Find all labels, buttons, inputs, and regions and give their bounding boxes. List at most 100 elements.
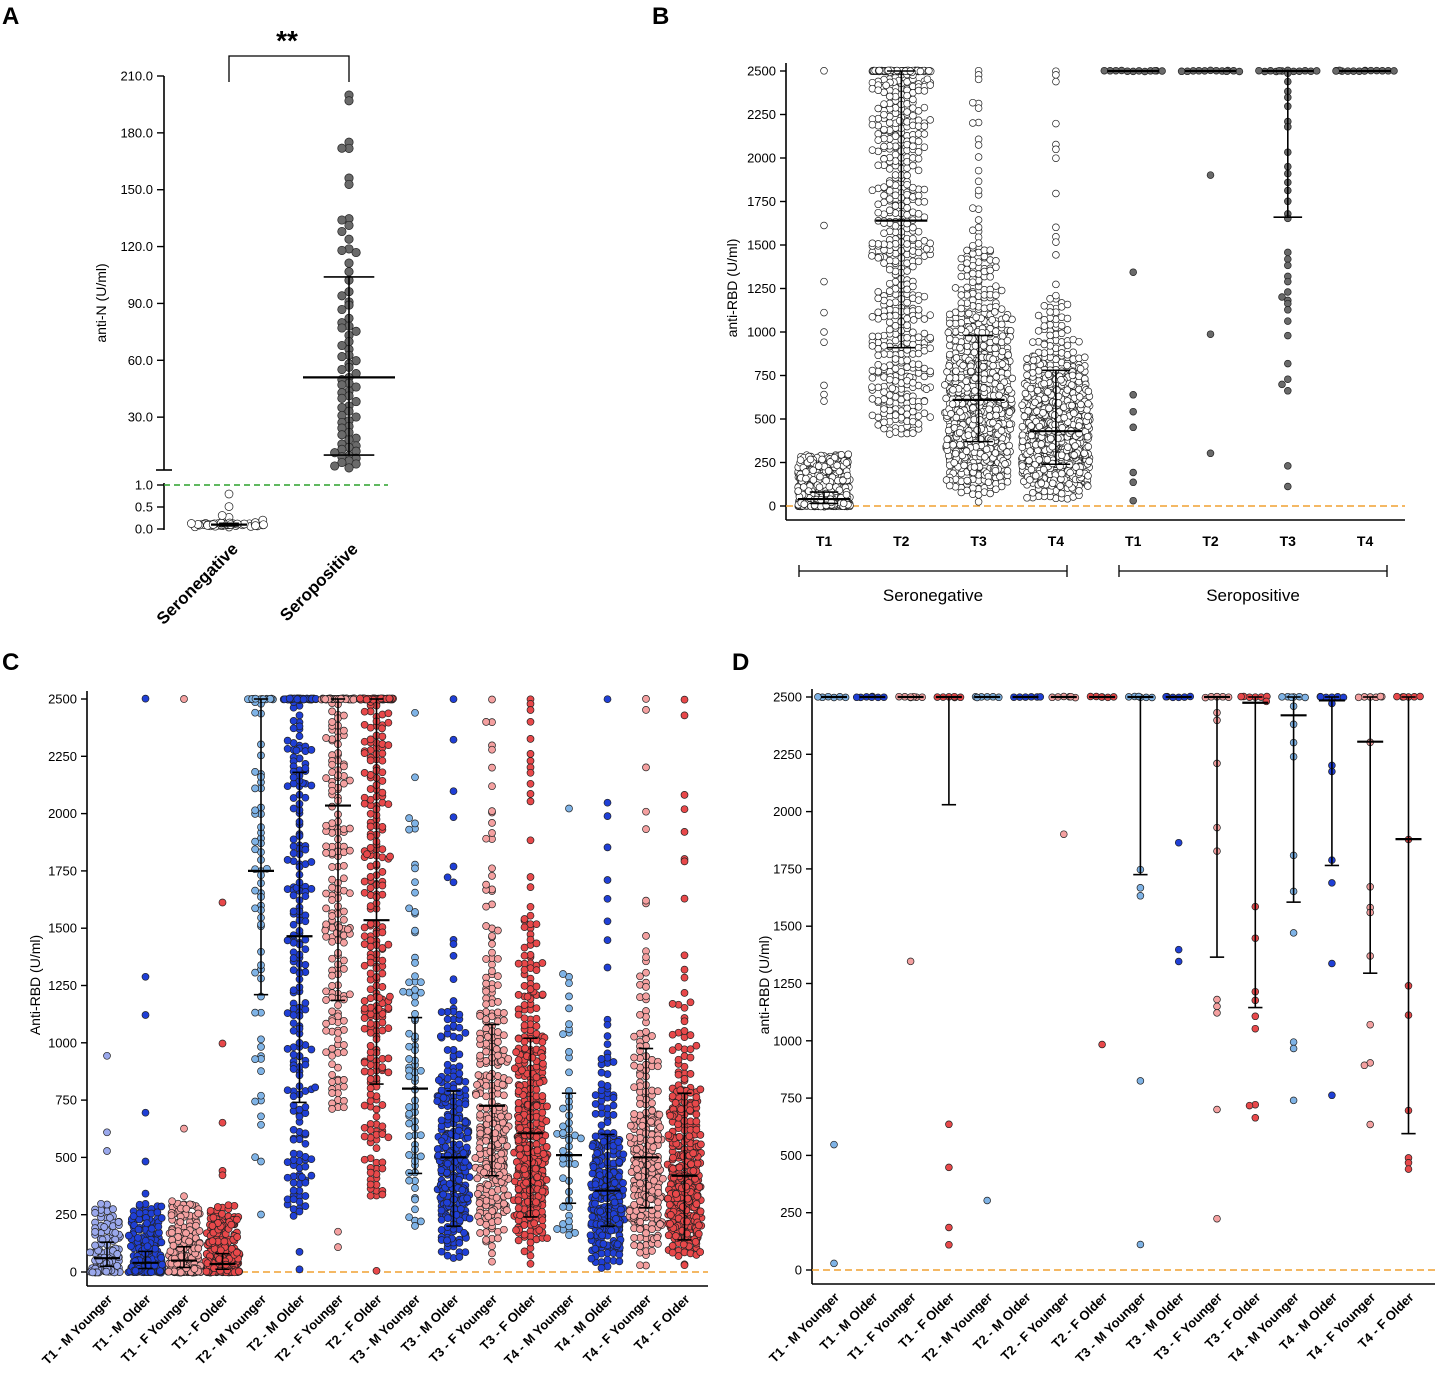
panel-c-series-0-point: [102, 1267, 111, 1276]
panel-b-series-4-point: [1129, 478, 1137, 487]
panel-b-series-3-point: [1027, 422, 1035, 430]
panel-b-series-2-point: [1001, 460, 1009, 468]
panel-c-series-5-point: [301, 1162, 310, 1171]
panel-b-series-3-point: [1063, 386, 1072, 394]
panel-c-series-4-point: [251, 904, 259, 913]
panel-b-series-4-point: [1129, 468, 1137, 477]
panel-b-series-2-point: [1003, 336, 1012, 345]
panel-c-series-1-point: [143, 1242, 152, 1251]
panel-b-series-4-point: [1129, 407, 1137, 416]
panel-c-series-6-point: [328, 718, 336, 726]
panel-c-series-7-point: [362, 695, 371, 704]
panel-c-y-tick-label: 2250: [48, 749, 77, 764]
panel-c-series-0-point: [100, 1223, 109, 1231]
panel-b-y-tick-label: 1250: [747, 281, 776, 296]
panel-c-series-7-point: [378, 868, 387, 876]
panel-c-series-7-point: [378, 768, 387, 777]
panel-b-series-0-point: [804, 487, 813, 495]
panel-b-series-1-point: [914, 210, 923, 218]
panel-c-series-4-point: [251, 845, 259, 854]
panel-c-series-5-point: [301, 1060, 310, 1069]
panel-c-series-5-point: [301, 1103, 310, 1111]
panel-c-series-5-point: [307, 746, 316, 754]
panel-c-series-7-point: [378, 845, 387, 854]
panel-b-series-2-point: [965, 309, 973, 318]
panel-b-series-1-point: [880, 155, 888, 163]
panel-c-series-8-point: [405, 1213, 413, 1222]
panel-c-series-5-point: [299, 695, 308, 704]
panel-b-series-2-point: [974, 216, 983, 224]
panel-a-upper-tick-label: 120.0: [120, 239, 153, 254]
panel-c-series-2-point: [169, 1241, 178, 1250]
panel-c-series-7-point: [378, 822, 387, 831]
panel-c-series-1-point: [124, 1231, 133, 1240]
panel-b-series-2-point: [945, 350, 954, 359]
panel-c-series-8-point: [405, 1176, 413, 1185]
panel-c-series-5-point: [289, 849, 298, 858]
panel-c-series-7-point: [360, 720, 369, 729]
panel-b-series-6-point: [1284, 255, 1292, 263]
panel-b-series-2-point: [997, 286, 1006, 295]
panel-c-series-5-point: [283, 1158, 292, 1166]
panel-c-series-6-point: [322, 889, 330, 898]
panel-c-series-1-point: [141, 972, 150, 981]
panel-a-upper-tick-label: 30.0: [128, 410, 153, 425]
panel-c-series-6-point: [328, 707, 336, 716]
panel-c-series-7-point: [378, 1190, 387, 1199]
panel-b-series-1-point: [880, 183, 888, 191]
panel-c-series-6-point: [328, 954, 336, 963]
panel-c-series-6-point: [328, 971, 336, 980]
panel-b-series-3-point: [1023, 363, 1031, 372]
panel-b-series-4-point: [1129, 268, 1137, 276]
panel-a-significance-label: **: [276, 25, 298, 56]
panel-b-group-label-seropositive: Seropositive: [1206, 586, 1300, 605]
panel-c-series-7-point: [378, 1018, 387, 1027]
panel-b-series-1-point: [874, 200, 882, 209]
panel-b-series-1-point: [926, 311, 934, 319]
panel-c-series-6-point: [340, 762, 348, 771]
panel-c-series-8-point: [405, 1109, 413, 1118]
panel-c-series-7-point: [384, 940, 393, 949]
panel-c-y-tick-label: 250: [55, 1207, 77, 1222]
panel-c-series-7-point: [378, 969, 387, 978]
panel-b-series-0-point: [839, 499, 848, 508]
panel-b-series-2-point: [992, 257, 1000, 265]
panel-b-series-3-point: [1063, 341, 1072, 350]
panel-c-series-2-point: [164, 1267, 173, 1276]
panel-b-series-2-point: [962, 377, 970, 385]
panel-b-series-1-point: [874, 254, 882, 262]
panel-a-lower-tick-label: 0.0: [135, 522, 153, 537]
panel-c-series-5-point: [289, 1125, 298, 1134]
panel-a-lower-ticks: 0.00.51.0: [135, 478, 164, 537]
panel-b-series-2-point: [973, 426, 981, 434]
panel-b-series-2-point: [985, 412, 994, 420]
panel-c-series-1-point: [153, 1208, 162, 1217]
panel-c-series-5-point: [295, 1265, 304, 1274]
panel-b-series-1-point: [868, 374, 877, 382]
panel-c-series-5-point: [301, 845, 310, 854]
panel-c-series-7-point: [366, 902, 375, 910]
panel-c-series-5-point: [289, 1092, 298, 1101]
panel-a-category-labels: Seronegative Seropositive: [153, 539, 362, 628]
panel-c-series-1-point: [141, 1189, 150, 1198]
panel-a-significance-bracket: **: [228, 25, 350, 82]
panel-c-series-5-point: [289, 794, 298, 802]
panel-c-series-8-point: [411, 1184, 419, 1192]
panel-c-series-3-point: [208, 1222, 217, 1230]
panel-c-series-8-point: [411, 708, 419, 717]
panel-c-series-8-point: [411, 878, 419, 887]
panel-b-series-0-point: [820, 338, 828, 346]
panel-c-series-6-point: [340, 1103, 348, 1112]
panel-b-series-1-point: [914, 227, 923, 236]
panel-b-series-7-point: [1332, 67, 1340, 75]
panel-a-seropositive-point: [344, 267, 354, 277]
panel-b-series-2-point: [969, 269, 977, 278]
panel-b-series-2-point: [998, 443, 1007, 451]
panel-b-series-3-point: [1052, 223, 1060, 232]
panel-c-series-8-point: [411, 773, 419, 782]
panel-b-series-7-point: [1390, 67, 1398, 75]
panel-a-seronegative-point: [187, 519, 196, 528]
panel-b-series-0-point: [842, 490, 851, 499]
panel-c-series-7-point: [360, 932, 369, 941]
panel-b-y-tick-label: 0: [769, 499, 776, 514]
